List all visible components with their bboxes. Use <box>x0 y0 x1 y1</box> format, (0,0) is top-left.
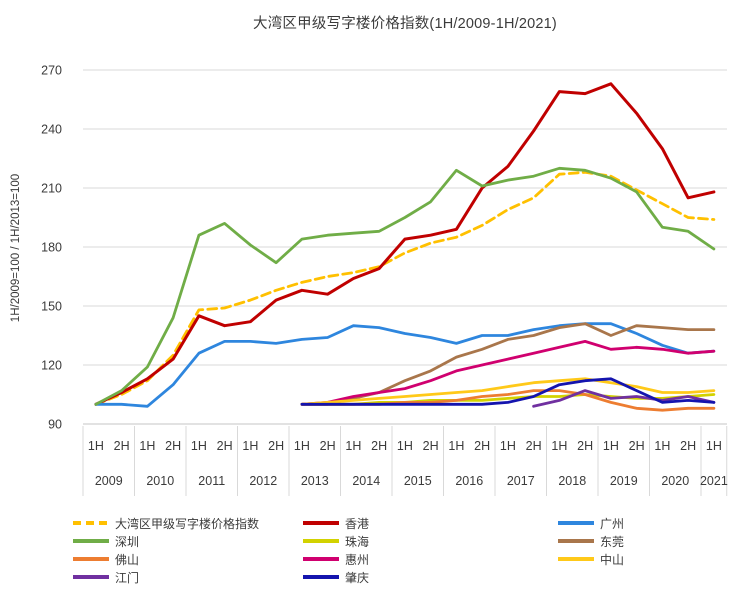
series-line-huizhou <box>300 339 716 406</box>
x-half-label: 1H <box>654 439 670 453</box>
legend-item-foshan: 佛山 <box>73 551 139 567</box>
x-half-label: 2H <box>114 439 130 453</box>
x-half-label: 1H <box>397 439 413 453</box>
series-line-gba-index <box>94 170 716 406</box>
x-year-label: 2012 <box>249 474 277 488</box>
legend-item-gba-index: 大湾区甲级写字楼价格指数 <box>73 515 259 531</box>
legend-item-zhongshan: 中山 <box>558 551 624 567</box>
legend-label-foshan: 佛山 <box>115 552 140 567</box>
legend-marker-zhuhai <box>303 539 339 543</box>
series-line-hongkong <box>94 82 716 406</box>
y-tick-label: 90 <box>48 418 62 432</box>
legend-item-hongkong: 香港 <box>303 515 369 531</box>
x-half-label: 1H <box>191 439 207 453</box>
y-tick-label: 120 <box>41 359 62 373</box>
legend-marker-guangzhou <box>558 521 594 525</box>
x-half-label: 1H <box>242 439 258 453</box>
legend-label-dongguan: 东莞 <box>600 534 625 549</box>
legend-marker-zhaoqing <box>303 575 339 579</box>
price-index-plot: 90 120 150 180 210 240 270 1H 2H 1H 2H 1H 2H 1H 2H 1H 2H… <box>41 64 728 496</box>
legend-item-guangzhou: 广州 <box>558 515 624 531</box>
x-half-label: 2H <box>526 439 542 453</box>
x-half-label: 2H <box>371 439 387 453</box>
x-half-label: 1H <box>500 439 516 453</box>
legend-label-zhuhai: 珠海 <box>345 534 370 549</box>
y-tick-label: 180 <box>41 241 62 255</box>
legend-label-jiangmen: 江门 <box>115 570 140 585</box>
x-year-label: 2010 <box>146 474 174 488</box>
series-line-jiangmen <box>532 389 716 408</box>
x-half-label: 1H <box>294 439 310 453</box>
series-line-zhongshan <box>300 377 716 406</box>
legend-label-gba-index: 大湾区甲级写字楼价格指数 <box>115 516 260 531</box>
legend-marker-shenzhen <box>73 539 109 543</box>
legend-item-jiangmen: 江门 <box>73 569 139 585</box>
legend-item-dongguan: 东莞 <box>558 533 624 549</box>
chart-title: 大湾区甲级写字楼价格指数(1H/2009-1H/2021) <box>253 16 557 32</box>
x-half-label: 2H <box>577 439 593 453</box>
legend-marker-jiangmen <box>73 575 109 579</box>
y-tick-label: 270 <box>41 64 62 78</box>
legend-item-huizhou: 惠州 <box>303 551 369 567</box>
x-half-label: 2H <box>474 439 490 453</box>
legend-label-huizhou: 惠州 <box>345 552 370 567</box>
legend-label-guangzhou: 广州 <box>600 516 625 531</box>
x-half-label: 1H <box>706 439 722 453</box>
x-half-label: 1H <box>345 439 361 453</box>
x-year-label: 2021 <box>700 474 728 488</box>
x-half-label: 1H <box>139 439 155 453</box>
x-half-label: 2H <box>268 439 284 453</box>
y-tick-label: 240 <box>41 123 62 137</box>
x-half-label: 2H <box>165 439 181 453</box>
x-half-label: 1H <box>603 439 619 453</box>
x-year-label: 2013 <box>301 474 329 488</box>
y-tick-label: 150 <box>41 300 62 314</box>
legend-item-zhuhai: 珠海 <box>303 533 369 549</box>
x-half-label: 2H <box>680 439 696 453</box>
legend-marker-zhongshan <box>558 557 594 561</box>
x-year-label: 2009 <box>95 474 123 488</box>
legend-label-zhaoqing: 肇庆 <box>345 570 370 585</box>
x-year-label: 2017 <box>507 474 535 488</box>
legend-item-zhaoqing: 肇庆 <box>303 569 369 585</box>
legend-marker-foshan <box>73 557 109 561</box>
x-year-label: 2016 <box>455 474 483 488</box>
series-line-guangzhou <box>94 322 716 408</box>
x-year-label: 2011 <box>198 474 225 488</box>
legend-marker-huizhou <box>303 557 339 561</box>
x-half-label: 1H <box>448 439 464 453</box>
legend-label-shenzhen: 深圳 <box>115 534 140 549</box>
legend-marker-dongguan <box>558 539 594 543</box>
x-year-label: 2014 <box>352 474 380 488</box>
x-half-label: 1H <box>88 439 104 453</box>
x-year-label: 2015 <box>404 474 432 488</box>
x-half-label: 2H <box>320 439 336 453</box>
legend-label-zhongshan: 中山 <box>600 552 625 567</box>
legend-marker-gba-index <box>73 521 109 525</box>
legend-label-hongkong: 香港 <box>345 516 370 531</box>
y-tick-label: 210 <box>41 182 62 196</box>
legend-item-shenzhen: 深圳 <box>73 533 139 549</box>
legend-marker-hongkong <box>303 521 339 525</box>
x-half-label: 2H <box>423 439 439 453</box>
x-year-label: 2020 <box>661 474 689 488</box>
x-half-label: 1H <box>551 439 567 453</box>
series-line-shenzhen <box>94 166 716 406</box>
series-line-zhaoqing <box>300 377 716 406</box>
x-year-label: 2018 <box>558 474 586 488</box>
x-half-label: 2H <box>629 439 645 453</box>
x-half-label: 2H <box>217 439 233 453</box>
x-year-label: 2019 <box>610 474 638 488</box>
